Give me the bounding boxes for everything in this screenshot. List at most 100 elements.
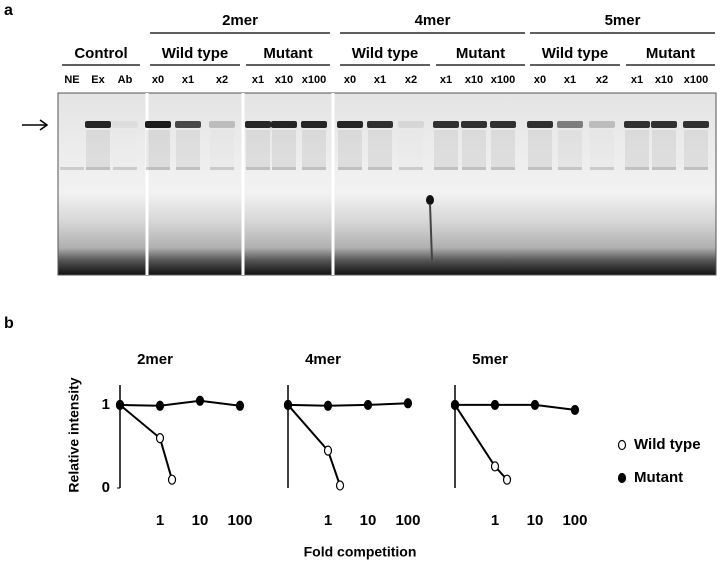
legend-label: Mutant xyxy=(634,469,683,486)
smear xyxy=(590,130,614,170)
lane-label: x10 xyxy=(465,74,483,86)
lane-label: Ex xyxy=(91,74,105,86)
smear xyxy=(434,130,458,170)
minor-band xyxy=(684,167,708,170)
lane-label: x100 xyxy=(684,74,708,86)
lane-label: Ab xyxy=(118,74,133,86)
lane-label: x1 xyxy=(252,74,264,86)
lane-label: x1 xyxy=(631,74,643,86)
arrow-head xyxy=(39,119,49,131)
minor-band xyxy=(491,167,515,170)
minor-band xyxy=(462,167,486,170)
band xyxy=(683,121,709,128)
minor-band xyxy=(60,167,84,170)
minor-band xyxy=(652,167,676,170)
lane-label: x1 xyxy=(440,74,452,86)
smear xyxy=(491,130,515,170)
marker xyxy=(530,399,540,411)
marker xyxy=(155,433,165,444)
band xyxy=(433,121,459,128)
group-label: Wild type xyxy=(352,45,419,62)
smear xyxy=(625,130,649,170)
chart-title: 4mer xyxy=(305,351,341,368)
band xyxy=(527,121,553,128)
series-line xyxy=(454,404,508,481)
minor-band xyxy=(625,167,649,170)
smear xyxy=(210,130,234,170)
band xyxy=(301,121,327,128)
minor-band xyxy=(272,167,296,170)
smear xyxy=(113,130,137,170)
smear xyxy=(558,130,582,170)
smear xyxy=(146,130,170,170)
minor-band xyxy=(146,167,170,170)
marker xyxy=(115,399,125,411)
band xyxy=(589,121,615,128)
minor-band xyxy=(590,167,614,170)
marker xyxy=(570,404,580,416)
series-line xyxy=(287,404,341,486)
marker xyxy=(155,400,165,411)
marker xyxy=(323,445,333,456)
minor-band xyxy=(528,167,552,170)
band xyxy=(557,121,583,128)
lane-label: x1 xyxy=(564,74,576,86)
marker xyxy=(403,398,413,409)
minor-band xyxy=(176,167,200,170)
x-tick-label: 1 xyxy=(324,512,332,529)
marker xyxy=(450,399,460,411)
marker xyxy=(490,399,500,411)
smear xyxy=(176,130,200,170)
marker xyxy=(283,399,293,411)
band xyxy=(624,121,650,128)
legend-marker xyxy=(617,439,627,451)
smear xyxy=(338,130,362,170)
band xyxy=(112,121,138,128)
lane-label: x100 xyxy=(491,74,515,86)
smear xyxy=(272,130,296,170)
band xyxy=(145,121,171,128)
construct-label: 4mer xyxy=(415,12,451,29)
series-line xyxy=(119,404,173,480)
band xyxy=(337,121,363,128)
minor-band xyxy=(302,167,326,170)
marker xyxy=(502,474,512,485)
lane-label: x2 xyxy=(216,74,228,86)
band xyxy=(490,121,516,128)
group-label: Wild type xyxy=(542,45,609,62)
group-label: Mutant xyxy=(263,45,312,62)
smear xyxy=(302,130,326,170)
x-tick-label: 10 xyxy=(192,512,209,529)
construct-label: 5mer xyxy=(605,12,641,29)
x-tick-label: 100 xyxy=(562,512,587,529)
legend-marker xyxy=(617,472,627,484)
series-line xyxy=(119,399,241,407)
gel xyxy=(22,92,717,276)
band xyxy=(461,121,487,128)
smear xyxy=(462,130,486,170)
minor-band xyxy=(246,167,270,170)
smear xyxy=(399,130,423,170)
panel-label: b xyxy=(4,315,14,332)
lane-label: NE xyxy=(64,74,79,86)
group-label: Mutant xyxy=(456,45,505,62)
minor-band xyxy=(113,167,137,170)
smear xyxy=(528,130,552,170)
x-tick-label: 1 xyxy=(491,512,499,529)
minor-band xyxy=(434,167,458,170)
gel-image xyxy=(57,92,717,276)
panel-label: a xyxy=(4,2,13,19)
streak xyxy=(429,203,433,261)
marker xyxy=(195,395,205,406)
chart-title: 2mer xyxy=(137,351,173,368)
band xyxy=(175,121,201,128)
lane-label: x0 xyxy=(344,74,356,86)
x-axis-label: Fold competition xyxy=(304,544,417,560)
group-label: Control xyxy=(74,45,127,62)
chart-title: 5mer xyxy=(472,351,508,368)
spot xyxy=(426,195,434,205)
smear xyxy=(246,130,270,170)
smear xyxy=(86,130,110,170)
lane-label: x1 xyxy=(182,74,194,86)
minor-band xyxy=(368,167,392,170)
